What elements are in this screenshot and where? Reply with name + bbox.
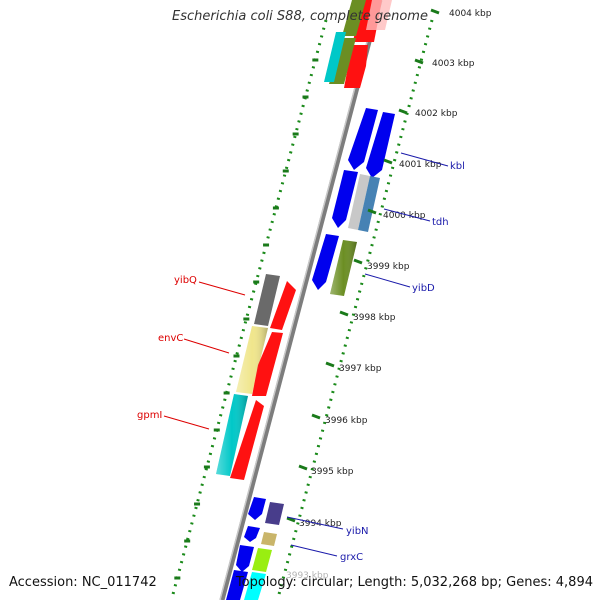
kbp-label: 3998 kbp xyxy=(353,313,396,323)
gene-box-steelblue xyxy=(358,176,380,232)
label-leader xyxy=(163,415,210,430)
reverse-gene-labels: kbl tdh yibD yibN grxC xyxy=(286,152,465,563)
gene-box-cyan xyxy=(324,32,346,82)
gene-arrow-forward xyxy=(230,400,264,480)
gene-arrow-reverse xyxy=(226,570,248,600)
kbp-tick xyxy=(339,310,349,317)
gene-box-grey-yibQ xyxy=(254,274,280,326)
label-leader xyxy=(364,273,411,288)
gene-label-yibQ[interactable]: yibQ xyxy=(174,275,197,286)
gene-arrow-reverse xyxy=(236,545,254,572)
kbp-labels: 4004 kbp 4003 kbp 4002 kbp 4001 kbp 4000… xyxy=(286,9,492,581)
gene-shade xyxy=(216,394,248,476)
kbp-label: 3995 kbp xyxy=(311,467,354,477)
kbp-label: 3993 kbp xyxy=(286,571,329,581)
label-leader xyxy=(183,338,230,354)
gene-arrow-forward xyxy=(366,0,392,30)
gene-arrow-reverse xyxy=(248,497,266,520)
gene-arrow-forward xyxy=(252,332,283,396)
map-title: Escherichia coli S88, complete genome xyxy=(172,9,428,24)
label-leader xyxy=(198,281,246,296)
gene-shade xyxy=(236,326,268,394)
reverse-strand-genes xyxy=(226,108,395,600)
kbp-tick xyxy=(286,516,296,523)
gene-label-grxC[interactable]: grxC xyxy=(340,552,363,563)
gene-box-tan-grxC xyxy=(261,532,277,546)
gene-arrow-reverse xyxy=(244,526,260,542)
kbp-label: 4000 kbp xyxy=(383,211,426,221)
gene-box-olive xyxy=(342,0,366,36)
label-leader xyxy=(400,152,449,167)
kbp-tick xyxy=(430,8,440,15)
kbp-tick xyxy=(298,464,308,471)
kbp-tick xyxy=(353,258,363,265)
gene-label-yibN[interactable]: yibN xyxy=(346,526,369,537)
kbp-label: 3999 kbp xyxy=(367,262,410,272)
kbp-label: 4004 kbp xyxy=(449,9,492,19)
gene-box-slateblue xyxy=(265,502,284,525)
gene-arrow-reverse xyxy=(348,108,378,170)
kbp-tick xyxy=(383,158,393,165)
gene-label-gpmI[interactable]: gpmI xyxy=(137,410,162,421)
kbp-tick xyxy=(311,413,321,420)
gene-arrow-forward xyxy=(270,281,296,330)
kbp-label: 4001 kbp xyxy=(399,160,442,170)
gene-arrow-reverse xyxy=(332,170,358,228)
gene-box-green xyxy=(252,548,272,572)
gene-box-cyan xyxy=(244,572,266,600)
kbp-label: 3996 kbp xyxy=(325,416,368,426)
forward-strand-genes xyxy=(216,0,392,480)
kbp-tick xyxy=(398,108,408,115)
gene-box-lightgrey xyxy=(348,174,370,230)
label-leader xyxy=(383,208,431,222)
forward-gene-labels: yibQ envC gpmI xyxy=(137,275,246,430)
gene-label-envC[interactable]: envC xyxy=(158,333,183,344)
gene-arrow-reverse xyxy=(312,234,339,290)
gene-label-yibD[interactable]: yibD xyxy=(412,283,435,294)
gene-label-kbl[interactable]: kbl xyxy=(450,161,465,172)
gene-arrow-reverse xyxy=(366,112,395,178)
label-leader xyxy=(290,544,338,557)
accession-label: Accession: NC_011742 xyxy=(9,575,157,590)
genome-backbone xyxy=(219,0,383,601)
gene-shade xyxy=(330,240,357,296)
kbp-tick xyxy=(367,208,377,215)
topology-label: Topology: circular; Length: 5,032,268 bp… xyxy=(235,575,593,590)
kbp-label: 3997 kbp xyxy=(339,364,382,374)
gene-label-tdh[interactable]: tdh xyxy=(432,217,449,228)
kbp-tick xyxy=(325,361,335,368)
kbp-ticks xyxy=(174,8,440,580)
kbp-label: 4002 kbp xyxy=(415,109,458,119)
genome-backbone-highlight xyxy=(219,0,379,601)
label-leader xyxy=(286,516,344,530)
kbp-label: 4003 kbp xyxy=(432,59,475,69)
kbp-tick xyxy=(414,58,424,65)
